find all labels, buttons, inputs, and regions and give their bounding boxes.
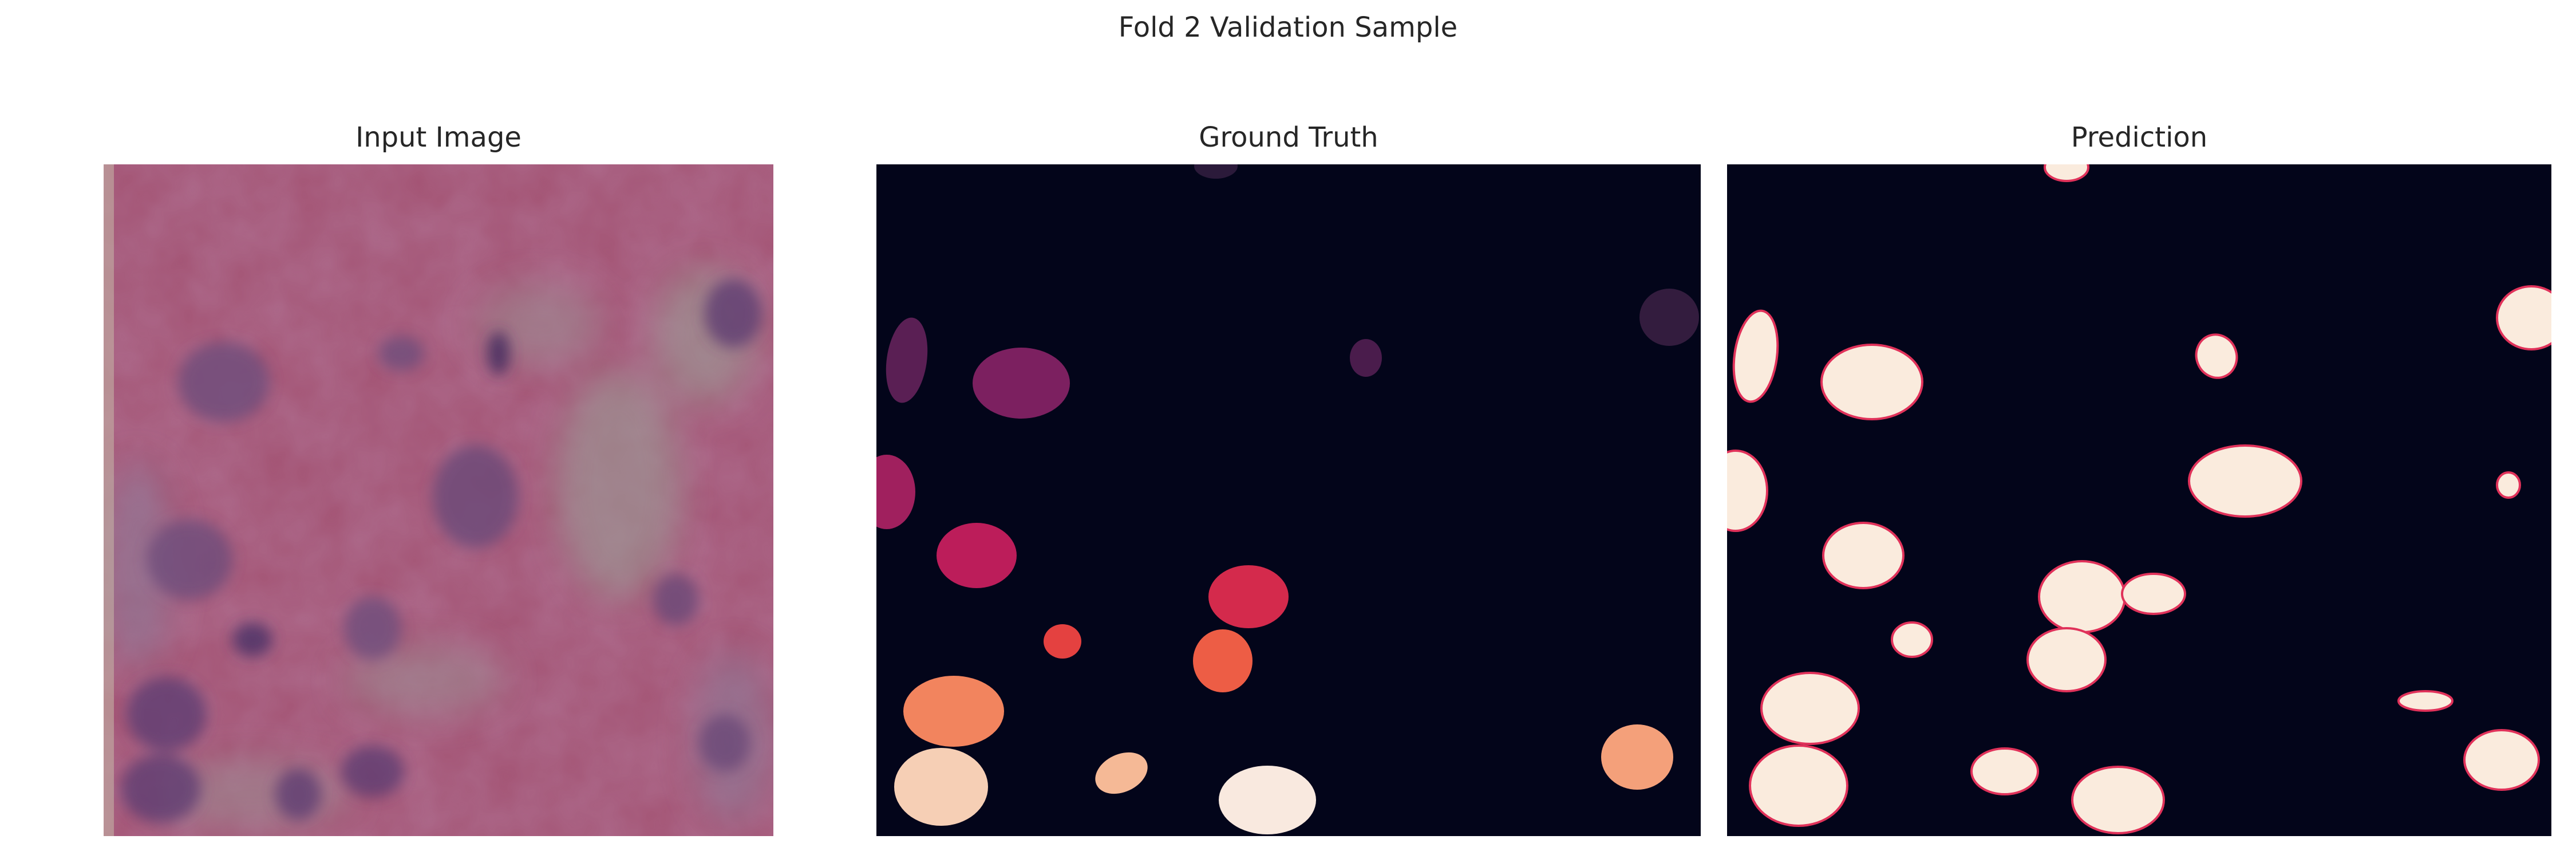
ground-truth-title: Ground Truth [1199,121,1378,153]
input-image-title: Input Image [355,121,521,153]
ground-truth-mask [876,164,1701,836]
input-image-panel [104,164,773,836]
ground-truth-panel [876,164,1701,836]
prediction-title: Prediction [2071,121,2208,153]
prediction-panel [1727,164,2551,836]
figure-title: Fold 2 Validation Sample [1118,11,1458,44]
histology-image [104,164,773,836]
prediction-mask [1727,164,2551,836]
